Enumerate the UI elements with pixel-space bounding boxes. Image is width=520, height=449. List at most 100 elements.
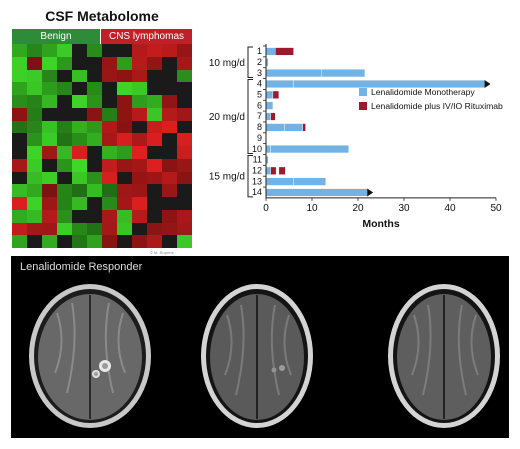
heatmap-cell [162,171,177,185]
heatmap-cell [132,209,147,223]
heatmap-cell [177,120,192,134]
heatmap-cell [12,209,27,223]
heatmap-cell [147,171,162,185]
heatmap-cell [87,197,102,210]
heatmap-cell [27,44,42,57]
heatmap-cell [72,120,87,134]
patient-label: 11 [253,155,262,165]
heatmap-cell [162,209,177,223]
heatmap-cell [12,184,27,197]
heatmap-cell [147,222,162,236]
heatmap-cell [102,222,117,236]
monotherapy-bar [265,79,294,89]
heatmap-cell [42,44,57,57]
dose-group-label: 20 mg/d [209,112,245,123]
heatmap-cell [177,44,192,57]
heatmap-cell [57,235,72,248]
heatmap-cell [147,209,162,223]
heatmap-cell [162,82,177,95]
patient-label: 6 [257,100,262,110]
heatmap-cell [102,184,117,197]
mri-scan-baseline [29,284,151,428]
heatmap-cell [57,222,72,236]
mri-panel-label: Lenalidomide Responder [20,261,143,273]
mri-scan-followup-1 [201,284,313,428]
heatmap-cell [117,95,132,108]
heatmap-cell [147,44,162,57]
heatmap-cell [132,184,147,197]
heatmap-cell [42,146,57,159]
heatmap-cell [132,95,147,108]
heatmap-cell [102,44,117,57]
heatmap-cell [12,82,27,95]
heatmap-cell [147,146,162,159]
monotherapy-bar [265,101,274,110]
heatmap-cell [132,158,147,172]
heatmap-cell [162,44,177,57]
heatmap-cell [72,69,87,83]
heatmap-cell [162,107,177,121]
patient-label: 13 [252,176,262,186]
x-tick-label: 40 [444,203,456,214]
heatmap-cell [12,120,27,134]
heatmap-cell [27,69,42,83]
heatmap-cell [42,235,57,248]
monotherapy-bar [265,112,271,121]
rituximab-bar [302,123,306,132]
heatmap-cell [117,107,132,121]
ongoing-arrow [367,188,374,197]
heatmap-cell [132,69,147,83]
heatmap-cell [72,107,87,121]
heatmap-cell [27,171,42,185]
patient-label: 1 [257,46,262,56]
heatmap-cell [12,235,27,248]
heatmap-cell [177,146,192,159]
patient-label: 9 [257,133,262,143]
heatmap-cell [102,171,117,185]
monotherapy-bar [265,69,322,78]
heatmap-cell [27,209,42,223]
heatmap-cell [102,133,117,146]
heatmap-cell [147,158,162,172]
heatmap-cell [177,82,192,95]
heatmap-cell [117,82,132,95]
heatmap-cell [12,107,27,121]
heatmap-cell [27,133,42,146]
dose-bracket [247,155,253,198]
heatmap-cell [162,197,177,210]
heatmap-cell [42,56,57,70]
heatmap-cell [162,133,177,146]
heatmap-cell [132,171,147,185]
heatmap-cell [72,222,87,236]
heatmap-cell [72,158,87,172]
heatmap-cell [102,235,117,248]
heatmap-cell [27,235,42,248]
legend-entry: Lenalidomide plus IV/IO Rituximab [371,101,503,111]
heatmap-cell [12,171,27,185]
heatmap-cell [117,158,132,172]
heatmap-cell [12,158,27,172]
heatmap-cell [57,184,72,197]
rituximab-bar [278,166,286,175]
legend-swatch [359,102,367,110]
heatmap-cell [117,133,132,146]
heatmap-cell [117,184,132,197]
heatmap-cell [132,44,147,57]
heatmap-cell [177,209,192,223]
heatmap-cell [27,56,42,70]
patient-label: 5 [257,90,262,100]
x-tick-label: 20 [352,203,364,214]
heatmap-cell [132,133,147,146]
patient-label: 14 [252,187,262,197]
patient-label: 12 [252,165,262,175]
heatmap-cell [132,235,147,248]
heatmap-cell [102,56,117,70]
heatmap-cell [57,44,72,57]
patient-label: 4 [257,79,262,89]
heatmap-cell [147,235,162,248]
heatmap-cell [147,107,162,121]
heatmap-cell [147,184,162,197]
heatmap-cell [87,44,102,57]
rituximab-bar [270,166,277,175]
heatmap-cell [12,95,27,108]
